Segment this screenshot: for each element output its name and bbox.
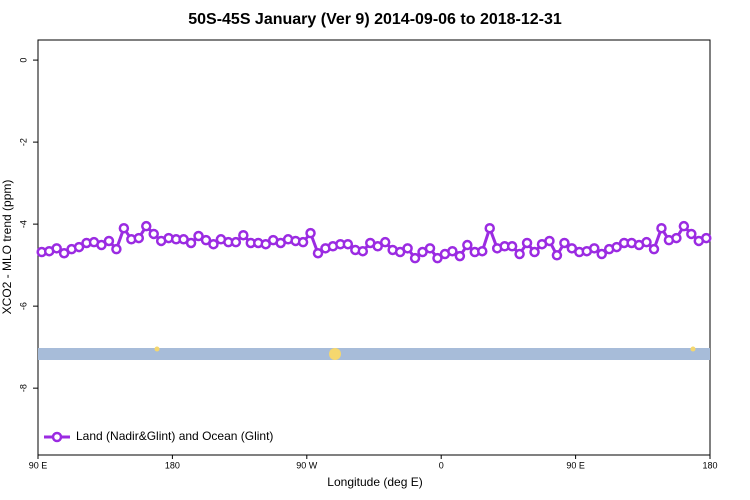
data-point: [671, 232, 682, 244]
data-point: [51, 243, 62, 254]
y-tick-label: -6: [18, 302, 28, 310]
coverage-band: [38, 348, 710, 360]
data-point: [514, 248, 525, 260]
data-point: [424, 243, 436, 254]
x-tick-label: 90 E: [29, 460, 48, 470]
data-point: [477, 245, 488, 257]
data-point: [238, 229, 249, 241]
data-point: [208, 238, 219, 250]
data-point: [96, 239, 107, 251]
coverage-marker: [329, 348, 341, 360]
data-point: [432, 252, 443, 264]
data-point: [611, 241, 622, 253]
data-point: [529, 246, 540, 258]
y-tick-label: -4: [18, 220, 28, 228]
data-point: [372, 241, 383, 252]
y-tick-label: -2: [18, 138, 28, 146]
data-point: [484, 222, 495, 234]
data-point: [447, 245, 458, 257]
x-axis-label: Longitude (deg E): [327, 475, 422, 489]
data-point: [312, 247, 324, 259]
data-point: [686, 228, 697, 240]
data-point: [701, 232, 712, 244]
data-point: [521, 237, 533, 249]
data-point: [641, 236, 652, 248]
coverage-marker: [154, 346, 160, 352]
data-point: [297, 236, 309, 248]
data-point: [111, 243, 122, 255]
data-point: [544, 235, 555, 247]
x-tick-label: 180: [165, 460, 180, 470]
data-point: [559, 237, 570, 249]
axes: 0 -2 -4 -6 -8 90 E 180 90 W 0 90 E 180: [18, 58, 717, 471]
data-point: [193, 230, 204, 242]
data-point: [656, 222, 667, 234]
data-point: [230, 236, 242, 248]
x-tick-label: 90 E: [566, 460, 585, 470]
data-point: [148, 228, 159, 240]
x-tick-label: 90 W: [296, 460, 318, 470]
data-point: [596, 248, 607, 260]
coverage-marker: [690, 346, 696, 352]
data-point: [73, 241, 85, 253]
data-point: [402, 243, 413, 254]
y-tick-label: 0: [18, 58, 28, 63]
data-point: [200, 234, 212, 246]
data-point: [141, 220, 152, 232]
plot-area: [36, 220, 712, 264]
y-axis-label: XCO2 - MLO trend (ppm): [0, 180, 14, 315]
data-point: [118, 222, 130, 234]
plot-frame: [37, 39, 711, 456]
data-point: [342, 238, 354, 250]
data-point: [589, 243, 600, 254]
data-point: [506, 241, 518, 252]
legend-label: Land (Nadir&Glint) and Ocean (Glint): [76, 429, 273, 443]
y-tick-label: -8: [18, 384, 28, 392]
data-point: [454, 250, 466, 262]
data-point: [551, 250, 563, 261]
data-point: [462, 239, 473, 251]
x-tick-label: 180: [702, 460, 717, 470]
data-point: [678, 220, 690, 232]
data-point: [648, 243, 660, 255]
chart-title: 50S-45S January (Ver 9) 2014-09-06 to 20…: [188, 11, 562, 28]
data-point: [357, 245, 369, 257]
data-point: [409, 252, 421, 264]
x-tick-label: 0: [439, 460, 444, 470]
data-point: [379, 236, 391, 248]
data-point: [133, 232, 145, 244]
legend-marker: [51, 431, 63, 443]
data-point: [305, 227, 316, 239]
data-point: [260, 238, 271, 250]
data-point: [58, 247, 70, 259]
data-point: [185, 237, 197, 249]
legend: Land (Nadir&Glint) and Ocean (Glint): [44, 429, 273, 443]
data-point: [103, 235, 115, 247]
